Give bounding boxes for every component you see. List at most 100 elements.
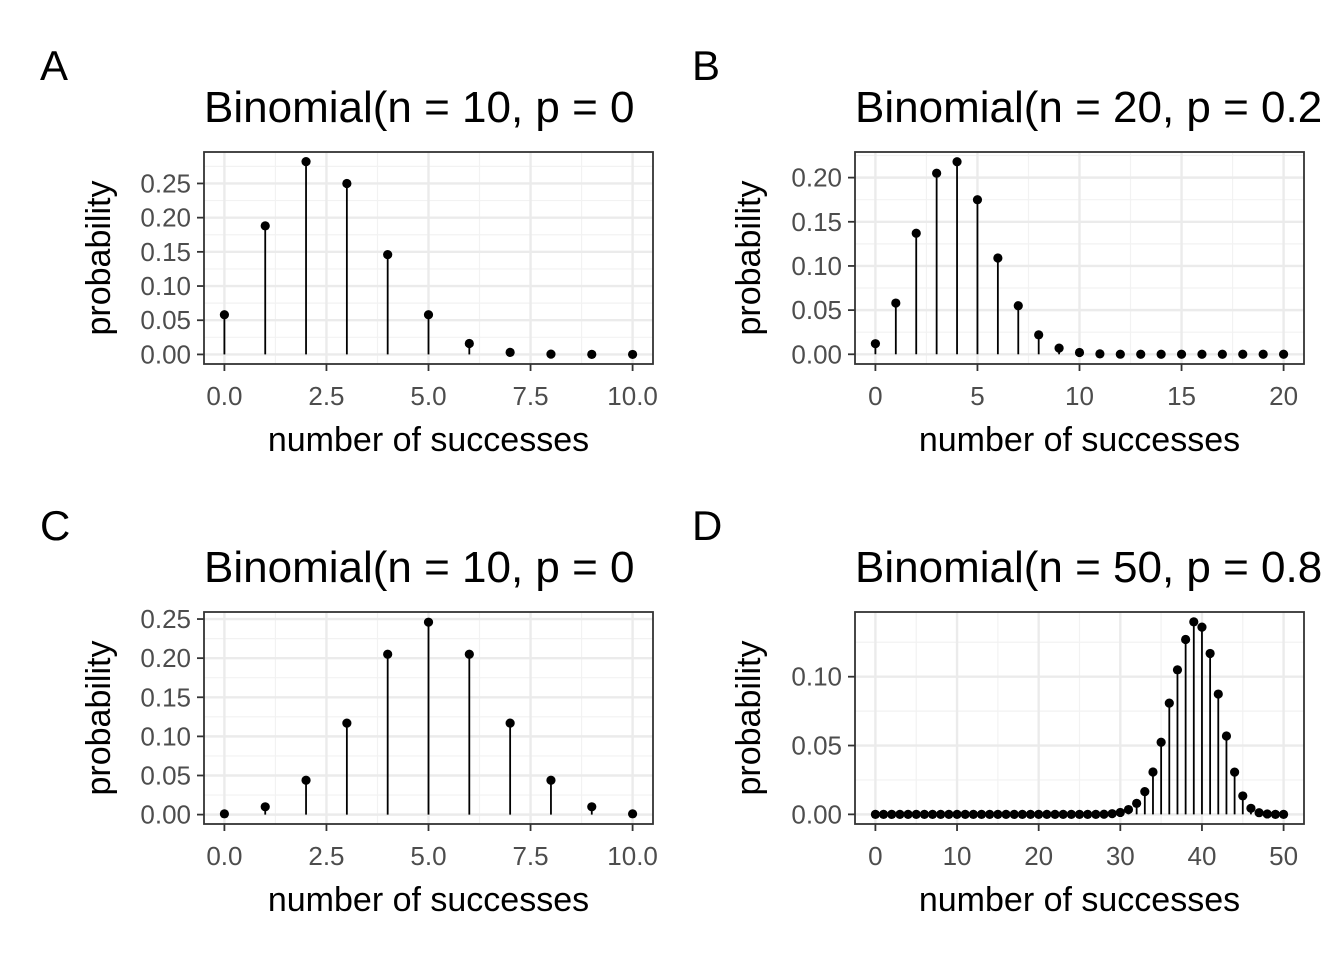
data-point — [1278, 349, 1289, 359]
x-axis-label: number of successes — [919, 881, 1240, 919]
x-tick-label: 20 — [1024, 841, 1053, 871]
data-point — [1254, 808, 1264, 818]
data-point — [627, 349, 638, 360]
x-tick-label: 5.0 — [410, 841, 446, 871]
data-point — [1013, 301, 1023, 311]
data-point — [423, 617, 434, 627]
y-tick-label: 0.15 — [791, 207, 842, 237]
data-point — [1140, 787, 1150, 797]
data-point — [1156, 737, 1166, 747]
data-point — [976, 809, 987, 819]
x-tick-label: 0.0 — [206, 381, 242, 411]
panel-d: 0 10 20 30 40 50 0.00 0.05 0.10 number of success… — [692, 502, 1322, 919]
data-point — [1164, 698, 1174, 708]
y-tick-label: 0.25 — [140, 604, 191, 634]
data-point — [944, 809, 954, 819]
data-point — [1074, 347, 1085, 358]
data-point — [260, 802, 270, 812]
data-point — [936, 809, 946, 819]
panel-tag: B — [692, 42, 720, 89]
data-point — [960, 809, 970, 819]
data-point — [1009, 809, 1019, 819]
y-tick-label: 0.20 — [140, 643, 191, 673]
data-point — [627, 809, 638, 819]
data-point — [1258, 349, 1268, 359]
data-point — [1205, 648, 1215, 659]
data-point — [1148, 767, 1158, 777]
x-axis-label: number of successes — [268, 881, 589, 919]
y-tick-label: 0.15 — [140, 682, 191, 712]
x-tick-label: 5 — [970, 381, 984, 411]
data-point — [219, 310, 230, 320]
data-point — [993, 809, 1003, 819]
data-point — [546, 775, 556, 785]
x-tick-label: 15 — [1167, 381, 1196, 411]
data-point — [1017, 809, 1027, 819]
y-tick-label: 0.10 — [791, 662, 842, 692]
data-point — [1176, 349, 1187, 359]
y-tick-label: 0.00 — [140, 339, 191, 369]
y-axis-label: probability — [730, 181, 768, 336]
x-axis-label: number of successes — [919, 421, 1240, 459]
data-point — [587, 349, 597, 360]
x-tick-label: 2.5 — [308, 841, 344, 871]
y-tick-label: 0.25 — [140, 168, 191, 198]
data-point — [1278, 809, 1289, 819]
panel-tag: D — [692, 502, 722, 549]
data-point — [505, 347, 515, 357]
data-point — [1238, 791, 1248, 801]
x-tick-label: 10 — [943, 841, 972, 871]
data-point — [1066, 809, 1076, 819]
data-point — [301, 775, 311, 785]
data-point — [260, 221, 270, 231]
data-point — [1213, 689, 1223, 699]
data-point — [919, 809, 929, 819]
panel-b: 0 5 10 15 20 0.00 0.05 0.10 0.15 0.20 number of su… — [692, 42, 1322, 459]
data-point — [1034, 330, 1044, 340]
x-tick-label: 5.0 — [410, 381, 446, 411]
x-tick-label: 30 — [1106, 841, 1135, 871]
data-point — [1091, 809, 1101, 819]
data-point — [932, 168, 942, 178]
data-point — [342, 718, 352, 728]
x-tick-label: 0 — [868, 381, 882, 411]
data-point — [952, 157, 962, 167]
data-point — [1083, 809, 1093, 819]
data-point — [911, 809, 921, 819]
data-point — [1197, 349, 1207, 359]
data-point — [505, 718, 515, 728]
y-tick-label: 0.00 — [791, 339, 842, 369]
data-point — [968, 809, 978, 819]
y-axis-label: probability — [730, 641, 768, 796]
y-tick-label: 0.00 — [140, 800, 191, 830]
x-tick-label: 10.0 — [607, 381, 658, 411]
y-axis-label: probability — [80, 641, 118, 796]
data-point — [1107, 809, 1117, 819]
data-point — [911, 228, 921, 238]
data-point — [1115, 807, 1125, 818]
data-point — [1262, 809, 1272, 819]
panel-title: Binomial(n = 50, p = 0.8 — [855, 543, 1322, 592]
x-tick-label: 2.5 — [308, 381, 344, 411]
data-point — [587, 802, 597, 812]
data-point — [1238, 349, 1248, 359]
panel-a: 0.0 2.5 5.0 7.5 10.0 0.00 0.05 0.10 0.15 0.20 0.25… — [40, 42, 658, 459]
y-tick-label: 0.10 — [140, 721, 191, 751]
x-tick-label: 20 — [1269, 381, 1298, 411]
data-point — [891, 298, 901, 308]
data-point — [219, 809, 230, 819]
panel-c: 0.0 2.5 5.0 7.5 10.0 0.00 0.05 0.10 0.15 0.20 0.25… — [40, 502, 658, 919]
data-point — [1246, 803, 1256, 813]
data-point — [1025, 809, 1036, 819]
data-point — [1217, 349, 1227, 359]
data-point — [423, 310, 434, 320]
data-point — [870, 809, 881, 819]
y-tick-label: 0.05 — [140, 760, 191, 790]
data-point — [1058, 809, 1068, 819]
data-point — [1050, 809, 1060, 819]
data-point — [903, 809, 913, 819]
data-point — [1172, 665, 1183, 675]
y-tick-label: 0.10 — [791, 251, 842, 281]
data-point — [1042, 809, 1052, 819]
data-point — [1136, 349, 1146, 359]
